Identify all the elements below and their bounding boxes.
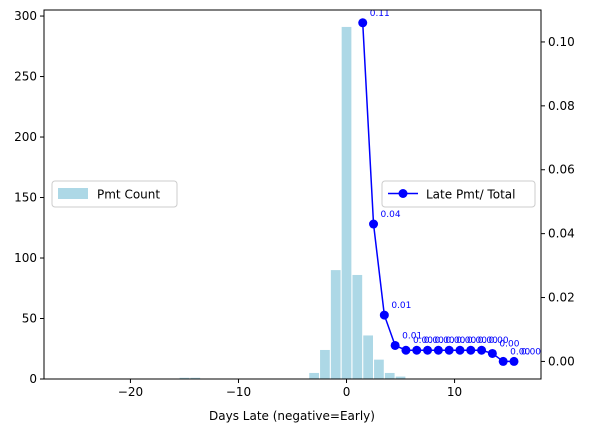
legend-marker-late-pmt-total — [398, 189, 408, 198]
legend-pmt-count: Pmt Count — [51, 180, 178, 208]
bar — [320, 349, 330, 379]
line-point — [509, 356, 519, 366]
y-right-tick-label: 0.00 — [548, 354, 575, 368]
legend-swatch-pmt-count — [58, 188, 88, 199]
legend-label-late-pmt-total: Late Pmt/ Total — [426, 188, 515, 202]
data-label: 0.01 — [402, 331, 422, 341]
y-right-tick-label: 0.10 — [548, 35, 575, 49]
line-point — [498, 356, 508, 366]
x-tick-label: 0 — [343, 385, 351, 399]
line-point — [477, 345, 487, 355]
data-label: 0.00 — [521, 347, 541, 357]
x-tick-label: −20 — [118, 385, 143, 399]
y-right-tick-label: 0.02 — [548, 291, 575, 305]
bar — [341, 26, 352, 379]
data-label: 0.00 — [510, 347, 530, 357]
legend-box — [381, 180, 536, 208]
y-left-tick-label: 0 — [29, 372, 37, 386]
data-labels: 0.110.040.010.010.000.000.000.000.000.00… — [370, 9, 542, 358]
plot-frame — [43, 9, 542, 380]
line-point — [379, 310, 389, 320]
data-label: 0.01 — [391, 301, 411, 311]
line-point — [358, 18, 368, 28]
y-left-tick-label: 200 — [14, 130, 37, 144]
data-label: 0.00 — [499, 339, 519, 349]
line-point — [444, 345, 454, 355]
line-point — [466, 345, 476, 355]
legend-box — [51, 180, 178, 208]
data-label: 0.00 — [424, 336, 444, 346]
bar — [190, 377, 201, 379]
y-left-tick-label: 100 — [14, 251, 37, 265]
data-label: 0.00 — [456, 336, 476, 346]
data-label: 0.00 — [467, 336, 487, 346]
data-label: 0.00 — [445, 336, 465, 346]
bar — [395, 376, 406, 379]
y-left-tick-label: 150 — [14, 191, 37, 205]
bar — [384, 372, 395, 379]
data-label: 0.00 — [478, 336, 498, 346]
y-left-tick-label: 300 — [14, 9, 37, 23]
bar — [179, 377, 190, 379]
y-right-tick-label: 0.06 — [548, 163, 575, 177]
bar-series-pmt-count — [179, 26, 406, 379]
data-label: 0.00 — [413, 336, 433, 346]
line-point — [401, 345, 411, 355]
x-tick-label: −10 — [226, 385, 251, 399]
line-series-late-pmt-total — [358, 18, 519, 366]
bar — [363, 335, 373, 379]
y-right-tick-label: 0.04 — [548, 227, 575, 241]
line-point — [369, 219, 379, 229]
bar — [330, 270, 341, 379]
legend-label-pmt-count: Pmt Count — [97, 188, 160, 202]
legend-late-pmt-total: Late Pmt/ Total — [381, 180, 536, 208]
data-label: 0.04 — [381, 210, 401, 220]
x-axis: −20 −10 0 10 — [118, 379, 462, 399]
line-point — [455, 345, 465, 355]
y-left-tick-label: 50 — [22, 312, 37, 326]
bar — [309, 372, 319, 379]
line-point — [487, 348, 497, 358]
line-point — [423, 345, 433, 355]
line-point — [412, 345, 422, 355]
line-point — [390, 340, 400, 350]
bar — [352, 274, 363, 379]
bar — [374, 359, 384, 379]
y-left-tick-label: 250 — [14, 70, 37, 84]
line-point — [433, 345, 443, 355]
data-label: 0.11 — [370, 9, 390, 19]
y-right-tick-label: 0.08 — [548, 99, 575, 113]
y-axis-right: 0.00 0.02 0.04 0.06 0.08 0.10 — [541, 35, 575, 368]
x-tick-label: 10 — [447, 385, 462, 399]
y-axis-left: 0 50 100 150 200 250 300 — [14, 9, 44, 386]
data-label: 0.00 — [435, 336, 455, 346]
x-axis-label: Days Late (negative=Early) — [209, 409, 375, 423]
data-label: 0.00 — [489, 336, 509, 346]
